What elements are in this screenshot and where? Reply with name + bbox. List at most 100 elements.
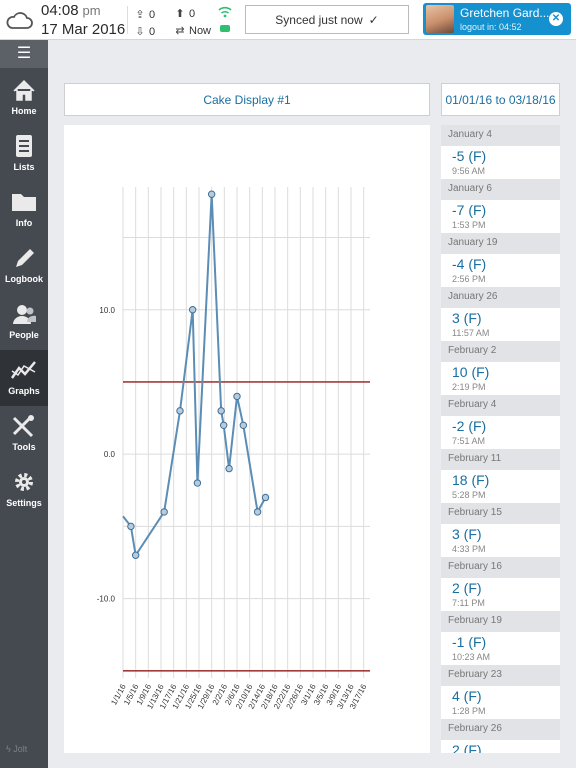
data-point <box>239 421 248 429</box>
sidebar-item-tools[interactable]: Tools <box>0 406 48 462</box>
data-point <box>261 493 270 502</box>
gear-icon <box>15 473 33 491</box>
data-point <box>127 522 135 531</box>
sidebar-item-label: People <box>9 330 39 340</box>
display-selector[interactable]: Cake Display #1 <box>64 83 430 116</box>
data-point <box>225 464 233 473</box>
sidebar-item-graphs[interactable]: Graphs <box>0 350 48 406</box>
y-tick-label: -10.0 <box>97 595 116 604</box>
list-item[interactable]: -7 (F) 1:53 PM <box>441 200 560 233</box>
series-line <box>122 194 267 558</box>
checkmark-icon: ✓ <box>368 12 379 27</box>
reading-value: -2 (F) <box>452 418 487 434</box>
data-point <box>176 407 184 415</box>
list-item[interactable]: 2 (F) 7:11 PM <box>441 578 560 611</box>
list-item[interactable]: 10 (F) 2:19 PM <box>441 362 560 395</box>
pending-count: ⬆ 0 <box>175 7 196 21</box>
sync-status-button[interactable]: Synced just now ✓ <box>245 5 409 34</box>
data-point <box>131 551 140 559</box>
readings-list[interactable]: January 4 -5 (F) 9:56 AM January 6 -7 (F) 1:5… <box>441 125 560 753</box>
user-name: Gretchen Gard... <box>460 6 550 20</box>
data-point <box>233 392 241 401</box>
clock-ampm: pm <box>82 3 101 18</box>
sidebar-item-label: Graphs <box>8 386 40 396</box>
reading-time: 11:57 AM <box>452 328 490 338</box>
reading-time: 9:56 AM <box>452 166 486 176</box>
sidebar-item-people[interactable]: People <box>0 294 48 350</box>
data-point <box>217 407 225 415</box>
list-item[interactable]: -5 (F) 9:56 AM <box>441 146 560 179</box>
download-count: ⇩ 0 <box>135 25 156 39</box>
list-item[interactable]: -4 (F) 2:56 PM <box>441 254 560 287</box>
list-item[interactable]: 4 (F) 1:28 PM <box>441 686 560 719</box>
reading-time: 1:28 PM <box>452 706 486 716</box>
sidebar-item-home[interactable]: Home <box>0 70 48 126</box>
sidebar-item-label: Info <box>15 218 33 228</box>
data-point <box>160 508 168 516</box>
reading-value: 2 (F) <box>452 742 482 753</box>
reading-value: 4 (F) <box>452 688 482 704</box>
avatar <box>426 5 454 33</box>
reading-time: 1:53 PM <box>452 220 486 230</box>
reading-date-header: January 19 <box>441 233 560 254</box>
reading-date-header: February 26 <box>441 719 560 740</box>
data-point <box>253 508 262 516</box>
temperature-chart[interactable]: 1/1/161/5/161/9/161/13/161/17/161/21/161… <box>64 125 430 753</box>
list-item[interactable]: 3 (F) 11:57 AM <box>441 308 560 341</box>
sidebar-item-logbook[interactable]: Logbook <box>0 238 48 294</box>
list-item[interactable]: 2 (F) <box>441 740 560 753</box>
cloud-icon[interactable] <box>4 8 34 32</box>
sidebar: ☰ Home Lists Info Logbook People Graphs … <box>0 40 48 768</box>
sidebar-item-lists[interactable]: Lists <box>0 126 48 182</box>
reading-value: -7 (F) <box>452 202 487 218</box>
battery-icon <box>220 25 230 32</box>
sidebar-item-label: Tools <box>12 442 36 452</box>
reading-date-header: January 4 <box>441 125 560 146</box>
reading-value: 3 (F) <box>452 310 482 326</box>
reading-time: 10:23 AM <box>452 652 491 662</box>
sidebar-item-label: Settings <box>6 498 42 508</box>
hamburger-menu-icon[interactable]: ☰ <box>0 40 48 68</box>
divider <box>127 6 128 34</box>
data-point <box>188 306 197 314</box>
y-tick-label: 10.0 <box>99 306 115 315</box>
user-badge[interactable]: Gretchen Gard... logout in: 04:52 ✕ <box>423 3 571 35</box>
date-range-selector[interactable]: 01/01/16 to 03/18/16 <box>441 83 560 116</box>
list-item[interactable]: -1 (F) 10:23 AM <box>441 632 560 665</box>
upload-tray-icon: ⇪ <box>135 9 145 21</box>
y-tick-label: 0.0 <box>104 450 116 459</box>
arrow-up-icon: ⬆ <box>175 8 185 20</box>
clock-date: 17 Mar 2016 <box>41 21 126 38</box>
jolt-logo: ϟ Jolt <box>6 744 28 754</box>
home-icon <box>13 79 35 101</box>
lists-icon <box>16 135 32 157</box>
list-item[interactable]: 18 (F) 5:28 PM <box>441 470 560 503</box>
list-item[interactable]: -2 (F) 7:51 AM <box>441 416 560 449</box>
reading-time: 2:56 PM <box>452 274 486 284</box>
reading-date-header: February 2 <box>441 341 560 362</box>
reading-value: 10 (F) <box>452 364 490 380</box>
list-item[interactable]: 3 (F) 4:33 PM <box>441 524 560 557</box>
data-point <box>220 421 228 429</box>
people-icon <box>13 305 36 324</box>
sync-status-label: Synced just now <box>275 12 363 27</box>
data-point <box>207 190 216 198</box>
close-icon[interactable]: ✕ <box>549 12 563 26</box>
reading-date-header: February 11 <box>441 449 560 470</box>
reading-value: 2 (F) <box>452 580 482 596</box>
sidebar-item-label: Logbook <box>5 274 43 284</box>
sidebar-item-info[interactable]: Info <box>0 182 48 238</box>
sidebar-item-label: Lists <box>13 162 35 172</box>
upload-count: ⇪ 0 <box>135 8 156 22</box>
wifi-icon <box>218 6 232 18</box>
download-tray-icon: ⇩ <box>135 26 145 38</box>
folder-icon <box>12 194 36 211</box>
sidebar-item-settings[interactable]: Settings <box>0 462 48 518</box>
reading-value: -5 (F) <box>452 148 487 164</box>
reading-time: 4:33 PM <box>452 544 486 554</box>
reading-date-header: February 19 <box>441 611 560 632</box>
sync-time: ⇄ Now <box>175 24 212 38</box>
sidebar-item-label: Home <box>11 106 37 116</box>
chart-panel: 1/1/16 1/5/16 1/9/16 1/13/16 1/17/16 1/21/16 1… <box>64 125 430 753</box>
reading-date-header: February 16 <box>441 557 560 578</box>
